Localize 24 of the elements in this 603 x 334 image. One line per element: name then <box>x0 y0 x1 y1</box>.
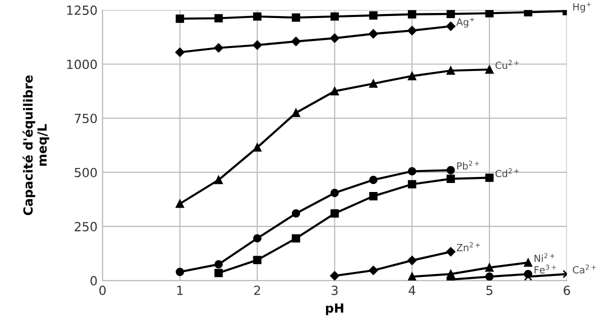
x-tick-label: 1 <box>177 286 183 295</box>
x-axis-title: pH <box>326 303 344 316</box>
x-tick-label: 4 <box>408 286 416 295</box>
series-label: Cu$^{2+}$ <box>496 60 519 69</box>
x-tick-label: 6 <box>564 286 570 296</box>
y-tick-label: 0 <box>90 276 97 286</box>
y-tick-label: 250 <box>74 222 97 232</box>
y-tick-label: 1250 <box>67 5 97 15</box>
series-label: Fe$^{3+}$ <box>534 264 556 274</box>
y-tick-label: 500 <box>74 168 97 178</box>
x-tick-label: 3 <box>332 286 338 296</box>
y-axis-title: Capacité d'équilibre meq/L <box>22 75 50 216</box>
series-label: Hg$^{+}$ <box>573 2 591 12</box>
x-tick-label: 0 <box>99 286 106 296</box>
series-label: Pb$^{2+}$ <box>457 160 480 170</box>
y-tick-label: 1000 <box>67 60 97 70</box>
series-label: Ag$^{+}$ <box>456 18 474 28</box>
series-label: Cd$^{2+}$ <box>496 168 519 178</box>
y-tick-label: 750 <box>74 114 97 124</box>
x-tick-label: 5 <box>486 286 492 296</box>
x-tick-label: 2 <box>254 286 260 295</box>
series-label: Zn$^{2+}$ <box>456 242 480 252</box>
series-label: Ni$^{2+}$ <box>534 253 554 262</box>
series-label: Ca$^{2+}$ <box>572 264 596 274</box>
